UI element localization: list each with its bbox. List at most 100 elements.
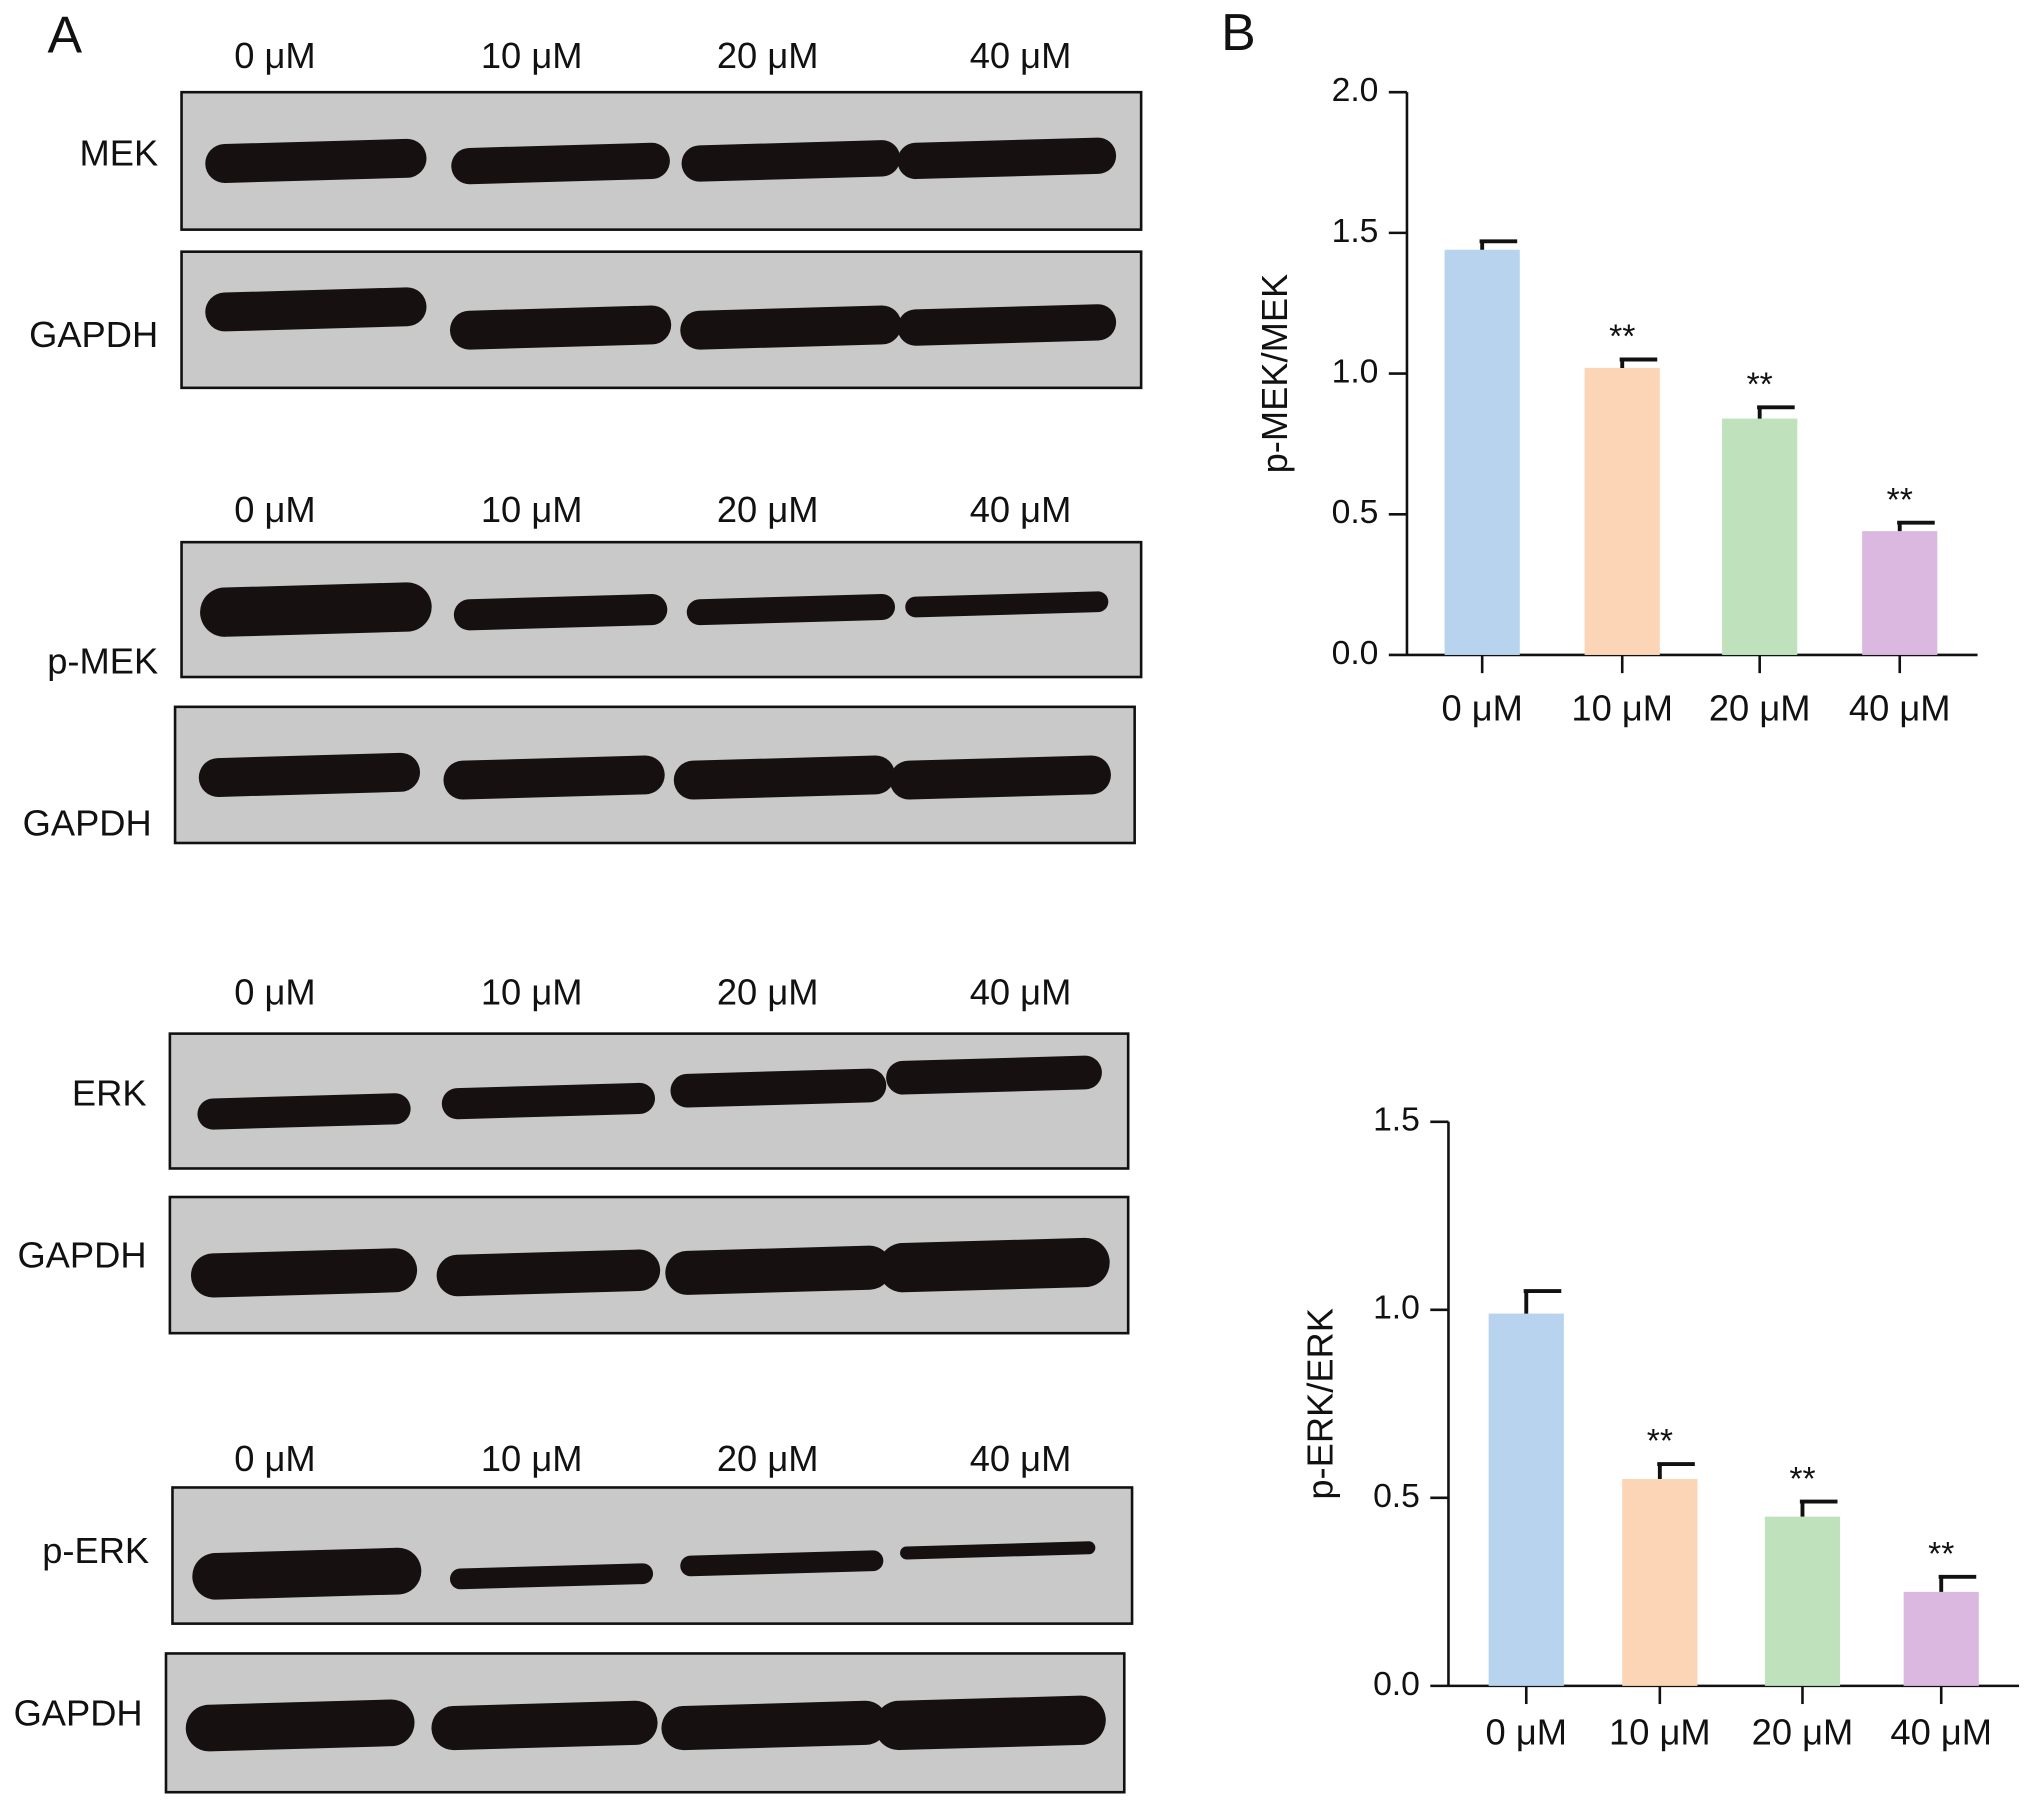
significance: ** [1887, 481, 1913, 519]
lane-label: 10 μM [481, 1438, 583, 1479]
lane-label: 0 μM [234, 1438, 315, 1479]
error-bar [1757, 405, 1795, 419]
lane-label: 40 μM [970, 1438, 1072, 1479]
band [449, 305, 672, 350]
bar [1764, 1516, 1841, 1686]
significance: ** [1928, 1535, 1954, 1573]
y-tick-label: 1.0 [1373, 1289, 1420, 1327]
y-tick-label: 1.5 [1332, 212, 1379, 250]
lane-label: 0 μM [234, 489, 315, 530]
error-bar [1657, 1462, 1695, 1480]
lane-label: 40 μM [970, 35, 1072, 76]
band [680, 1550, 884, 1577]
bar [1488, 1313, 1564, 1686]
band [680, 305, 902, 350]
significance: ** [1647, 1422, 1673, 1460]
band [886, 1055, 1102, 1095]
band [185, 1699, 415, 1752]
significance: ** [1747, 366, 1773, 404]
y-tick-label: 1.0 [1332, 352, 1379, 390]
significance: ** [1789, 1460, 1815, 1498]
y-tick-label: 1.5 [1373, 1101, 1420, 1139]
band [449, 1563, 654, 1590]
band [878, 1237, 1110, 1293]
lane-label: 20 μM [717, 489, 819, 530]
lane-label: 20 μM [717, 971, 819, 1012]
row-label: GAPDH [14, 1692, 143, 1733]
band [670, 1068, 887, 1108]
y-tick-label: 0.5 [1332, 493, 1379, 531]
band [200, 582, 432, 637]
band [673, 755, 896, 800]
x-tick-label: 0 μM [1441, 687, 1522, 728]
band [451, 142, 670, 185]
band [897, 304, 1117, 346]
y-tick-label: 0.5 [1373, 1477, 1420, 1515]
y-tick-label: 0.0 [1373, 1665, 1420, 1703]
panel-label: A [48, 6, 83, 64]
x-tick-label: 40 μM [1890, 1712, 1992, 1753]
bar [1444, 249, 1520, 655]
x-tick-label: 20 μM [1709, 687, 1811, 728]
y-axis-label: p-ERK/ERK [1299, 1308, 1340, 1500]
panel-label: B [1221, 3, 1256, 61]
band [661, 1700, 888, 1751]
lane-label: 10 μM [481, 971, 583, 1012]
band [441, 1082, 655, 1120]
lane-label: 0 μM [234, 971, 315, 1012]
band [905, 591, 1109, 618]
error-bar [1938, 1574, 1977, 1592]
lane-label: 10 μM [481, 35, 583, 76]
row-label: p-MEK [47, 641, 158, 682]
row-label: MEK [80, 132, 159, 173]
y-tick-label: 0.0 [1332, 634, 1379, 672]
bar [1722, 418, 1798, 655]
row-label: ERK [72, 1072, 147, 1113]
bar [1903, 1591, 1979, 1686]
band [665, 1245, 892, 1295]
lane-label: 20 μM [717, 1438, 819, 1479]
x-tick-label: 40 μM [1849, 687, 1951, 728]
error-bar [1523, 1289, 1562, 1314]
band [431, 1700, 658, 1751]
band [197, 1093, 411, 1130]
row-label: GAPDH [23, 803, 152, 844]
lane-label: 40 μM [970, 971, 1072, 1012]
band [198, 752, 421, 797]
band [190, 1248, 418, 1298]
lane-label: 20 μM [717, 35, 819, 76]
lane-label: 40 μM [970, 489, 1072, 530]
x-tick-label: 0 μM [1486, 1712, 1567, 1753]
bar [1862, 531, 1938, 655]
row-label: p-ERK [42, 1530, 149, 1571]
lane-label: 10 μM [481, 489, 583, 530]
error-bar [1479, 239, 1518, 250]
y-tick-label: 2.0 [1332, 71, 1379, 109]
band [686, 594, 896, 626]
error-bar [1897, 520, 1935, 532]
band [889, 755, 1111, 800]
significance: ** [1609, 318, 1635, 356]
row-label: GAPDH [17, 1235, 146, 1276]
band [681, 140, 901, 182]
band [192, 1547, 422, 1600]
bar [1584, 367, 1660, 655]
error-bar [1799, 1499, 1838, 1517]
band [443, 755, 665, 800]
band [205, 287, 427, 332]
band [205, 138, 427, 183]
band [453, 594, 668, 631]
band [897, 137, 1117, 180]
error-bar [1619, 357, 1658, 368]
band [436, 1249, 661, 1297]
x-tick-label: 20 μM [1752, 1712, 1854, 1753]
lane-label: 0 μM [234, 35, 315, 76]
band [874, 1695, 1106, 1751]
bar [1622, 1479, 1698, 1686]
x-tick-label: 10 μM [1571, 687, 1673, 728]
y-axis-label: p-MEK/MEK [1254, 274, 1295, 474]
x-tick-label: 10 μM [1609, 1712, 1711, 1753]
row-label: GAPDH [29, 314, 158, 355]
